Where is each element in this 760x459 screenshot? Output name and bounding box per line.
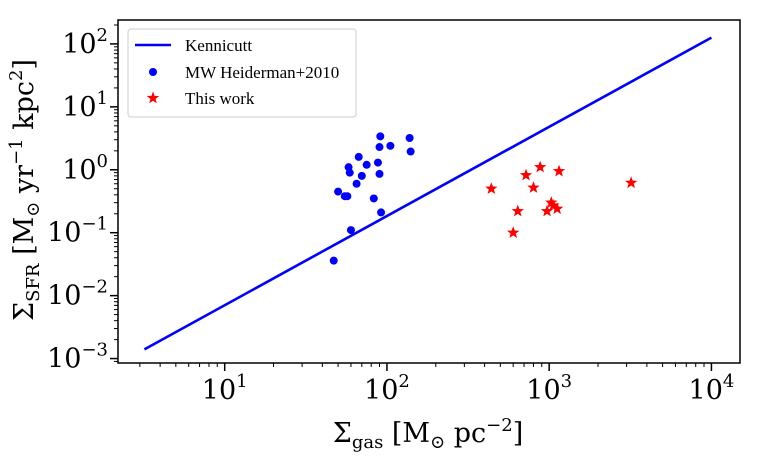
kennicutt-line: [143, 36, 713, 351]
legend-kennicutt-label: Kennicutt: [185, 36, 252, 55]
heiderman-point: [377, 208, 386, 217]
heiderman-point: [354, 152, 363, 161]
plot-area: 101 102 103 104 10−3 10−2 10−1 100 101 102: [47, 19, 741, 406]
heiderman-point: [362, 160, 371, 169]
heiderman-point: [375, 143, 384, 152]
x-tick-label: 104: [689, 371, 735, 406]
this-work-point: [527, 181, 540, 193]
x-tick-label: 102: [364, 371, 410, 406]
y-tick-label: 102: [62, 25, 108, 60]
y-tick-label: 101: [62, 88, 108, 123]
legend-frame: [127, 28, 357, 118]
heiderman-point: [345, 168, 354, 177]
heiderman-point: [357, 171, 366, 180]
heiderman-point: [375, 169, 384, 178]
this-work-point: [511, 204, 524, 217]
heiderman-point: [329, 256, 338, 265]
this-work-point: [519, 168, 533, 181]
heiderman-point: [346, 226, 355, 235]
legend-this-work-label: This work: [185, 89, 255, 108]
heiderman-point: [373, 158, 382, 167]
y-tick-label: 10−3: [47, 340, 108, 375]
y-tick-label: 10−1: [47, 214, 108, 249]
this-work-point: [552, 164, 566, 177]
this-work-point: [545, 196, 558, 208]
heiderman-point: [343, 192, 352, 201]
y-tick-label: 100: [62, 151, 108, 186]
this-work-point: [540, 204, 554, 217]
this-work-point: [507, 226, 520, 238]
this-work-point: [550, 202, 564, 215]
y-axis-label: ΣSFR [M⊙ yr−1 kpc2]: [6, 59, 44, 321]
heiderman-point: [376, 132, 385, 141]
x-axis-label: Σgas [M⊙ pc−2]: [333, 415, 524, 453]
this-work-point: [533, 160, 547, 173]
heiderman-point: [386, 141, 395, 150]
this-work-point: [485, 182, 498, 194]
legend: Kennicutt MW Heiderman+2010 This work: [127, 28, 357, 118]
this-work-point: [547, 199, 560, 211]
x-tick-label: 103: [526, 371, 572, 406]
heiderman-point: [369, 194, 378, 203]
legend-heiderman-marker: [149, 68, 157, 76]
heiderman-point: [352, 179, 361, 188]
plot-frame: [117, 19, 741, 364]
heiderman-point: [406, 147, 415, 156]
legend-heiderman-label: MW Heiderman+2010: [185, 63, 339, 82]
this-work-point: [624, 176, 638, 189]
legend-this-work-marker: [146, 91, 160, 104]
y-tick-label: 10−2: [47, 277, 108, 312]
heiderman-point: [405, 133, 414, 142]
heiderman-point: [334, 187, 343, 196]
x-tick-label: 101: [202, 371, 248, 406]
